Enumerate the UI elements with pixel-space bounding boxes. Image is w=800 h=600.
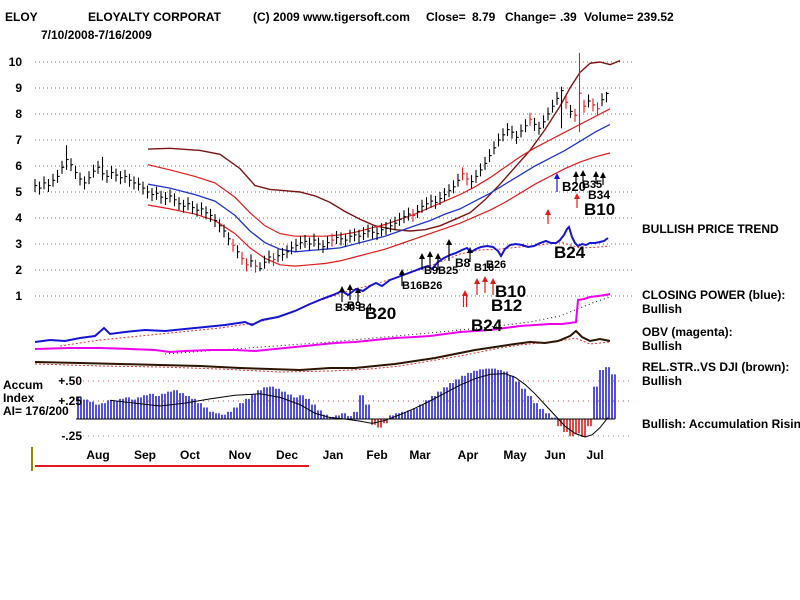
volume-value: 239.52 [637,10,674,24]
signal-arrow-head [600,172,606,178]
ticker-symbol: ELOY [5,10,38,24]
price-axis-label: 7 [15,133,22,147]
signal-arrow-head [446,239,452,245]
signal-label: B35 [582,179,603,191]
closing-power-label: CLOSING POWER (blue): [642,288,786,302]
signal-arrow-head [580,170,586,176]
signal-arrow-head [355,287,361,293]
month-label: Jun [544,448,566,462]
signal-label: B16B26 [402,280,443,292]
signal-arrow-head [573,171,579,177]
signal-arrow-head [462,290,468,296]
month-label: Mar [409,448,431,462]
obv-label: OBV (magenta): [642,325,733,339]
signal-arrow-head [467,247,473,253]
signal-arrow-head [474,278,480,284]
obv-line [34,293,611,354]
signal-label: B20 [562,179,586,194]
month-label: Jul [586,448,604,462]
signal-arrow-head [574,193,580,199]
hist-tick-neg25: -.25 [61,429,82,443]
price-axis-label: 9 [15,81,22,95]
signal-arrow-head [347,284,353,290]
copyright-text: (C) 2009 www.tigersoft.com [253,10,410,24]
month-label: Aug [86,448,110,462]
signal-arrow-head [545,209,551,215]
month-label: Sep [133,448,157,462]
signal-arrow-head [554,173,560,179]
signal-arrow-head [419,253,425,259]
month-label: Feb [366,448,388,462]
signal-label: B12 [491,296,523,315]
obv-status: Bullish [642,339,683,353]
price-axis-label: 4 [15,211,22,225]
signal-label: B20 [365,304,397,323]
upper-band-maroon [147,60,621,232]
month-label: Jan [322,448,344,462]
rel-str-label: REL.STR..VS DJI (brown): [642,360,790,374]
month-label: Dec [275,448,299,462]
signal-label: B30 [335,302,356,314]
close-value: 8.79 [472,10,496,24]
signal-label: B26 [486,259,507,271]
accumulation-note: Bullish: Accumulation Rising [642,417,800,431]
signal-label: B16 [474,262,495,274]
month-label: Apr [457,448,479,462]
close-label: Close= [426,10,466,24]
price-axis-label: 5 [15,185,22,199]
date-range: 7/10/2008-7/16/2009 [41,28,152,42]
signal-arrow-head [482,276,488,282]
price-axis-label: 1 [15,289,22,303]
price-axis-label: 10 [8,55,22,69]
lower-band-red [147,152,611,267]
rel-str-trend-dotted [34,337,611,373]
signal-arrow-head [427,251,433,257]
hist-tick-pos50: +.50 [58,374,82,388]
signal-arrow-head [399,269,405,275]
price-ma-blue [147,123,611,253]
upper-band-red [147,108,611,237]
signal-label: B9 [347,300,362,312]
change-value: .39 [560,10,577,24]
hist-tick-pos25: +.25 [58,394,82,408]
month-label: May [503,448,527,462]
signal-label: B10 [584,200,616,219]
accum-label-1: Accum [3,378,44,392]
signal-arrow-head [490,278,496,284]
signal-arrow-head [435,253,441,259]
company-name: ELOYALTY CORPORAT [88,10,221,24]
change-label: Change= [505,10,557,24]
signal-label: B24 [554,243,586,262]
price-axis-label: 2 [15,263,22,277]
signal-label: B10 [495,282,527,301]
accum-ai-value: AI= 176/200 [3,404,69,418]
signal-label: B4 [358,302,373,314]
signal-arrow-head [339,286,345,292]
price-axis-label: 8 [15,107,22,121]
month-label: Nov [228,448,252,462]
signal-label: B34 [588,188,611,202]
closing-power-status: Bullish [642,302,683,316]
signal-label: B9B25 [424,265,459,277]
rel-str-status: Bullish [642,374,683,388]
volume-label: Volume= [584,10,634,24]
signal-label: B24 [471,316,503,335]
signal-arrow-head [593,171,599,177]
accum-label-2: Index [3,391,35,405]
signal-label: B8 [455,256,471,270]
price-axis-label: 6 [15,159,22,173]
closing-power-line [34,225,609,343]
accum-ma-line [109,373,609,438]
price-axis-label: 3 [15,237,22,251]
price-trend-label: BULLISH PRICE TREND [642,222,779,236]
rel-str-line [34,329,611,372]
month-label: Oct [179,448,201,462]
